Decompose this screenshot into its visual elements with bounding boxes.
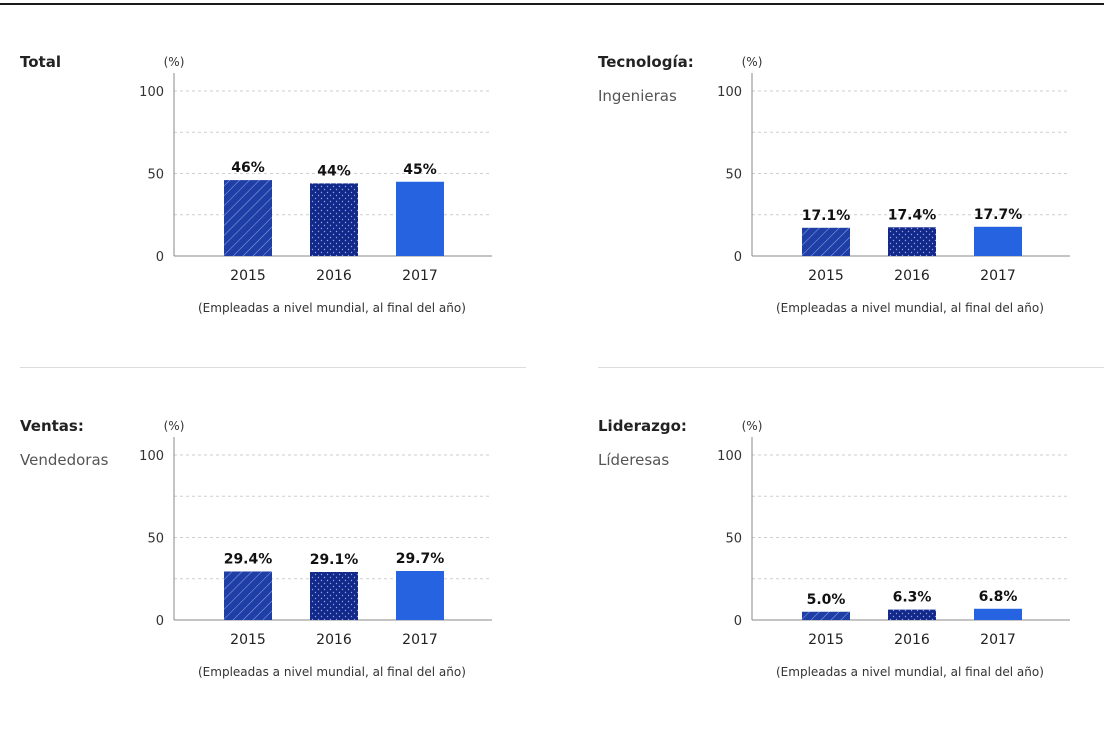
unit-label: (%) <box>164 55 185 69</box>
unit-label: (%) <box>742 419 763 433</box>
y-tick-label: 0 <box>734 250 742 265</box>
data-label: 6.3% <box>893 590 932 606</box>
x-tick-label: 2015 <box>808 632 844 648</box>
bar-2017 <box>396 570 444 620</box>
chart-note: (Empleadas a nivel mundial, al final del… <box>776 301 1044 315</box>
y-tick-label: 50 <box>725 168 742 183</box>
y-tick-label: 100 <box>139 449 164 464</box>
bar-2015 <box>224 180 272 256</box>
chart-panel-ventas: Ventas: Vendedoras (%) 0 50 100 29.4% 2015 29.… <box>20 417 520 717</box>
bar-2016 <box>888 609 936 620</box>
panel-subtitle: Vendedoras <box>20 451 109 469</box>
panel-subtitle: Líderesas <box>598 451 670 469</box>
panel-subtitle: Ingenieras <box>598 87 677 105</box>
chart-note: (Empleadas a nivel mundial, al final del… <box>776 665 1044 679</box>
chart-note: (Empleadas a nivel mundial, al final del… <box>198 301 466 315</box>
panel-title: Tecnología: <box>598 53 694 71</box>
data-label: 17.4% <box>888 207 937 223</box>
y-tick-label: 50 <box>147 532 164 547</box>
chart-panel-total: Total (%) 0 50 100 46% 2015 44% 2016 45% 2017 (Em… <box>20 53 520 353</box>
x-tick-label: 2016 <box>894 268 930 284</box>
y-tick-label: 100 <box>139 85 164 100</box>
panel-title: Ventas: <box>20 417 84 435</box>
data-label: 6.8% <box>979 589 1018 605</box>
bar-2016 <box>310 183 358 256</box>
panel-title: Total <box>20 53 61 71</box>
x-tick-label: 2015 <box>230 632 266 648</box>
chart-note: (Empleadas a nivel mundial, al final del… <box>198 665 466 679</box>
unit-label: (%) <box>742 55 763 69</box>
section-divider-right <box>598 367 1104 368</box>
chart-panel-tecnologia: Tecnología: Ingenieras (%) 0 50 100 17.1% 201… <box>598 53 1098 353</box>
data-label: 29.4% <box>224 551 273 567</box>
bar-2017 <box>974 608 1022 620</box>
x-tick-label: 2016 <box>316 632 352 648</box>
y-tick-label: 100 <box>717 449 742 464</box>
y-tick-label: 50 <box>147 168 164 183</box>
data-label: 17.7% <box>974 207 1023 223</box>
y-tick-label: 50 <box>725 532 742 547</box>
y-tick-label: 100 <box>717 85 742 100</box>
data-label: 17.1% <box>802 208 851 224</box>
data-label: 5.0% <box>807 592 846 608</box>
section-divider-left <box>20 367 526 368</box>
y-tick-label: 0 <box>156 250 164 265</box>
data-label: 29.1% <box>310 552 359 568</box>
x-tick-label: 2015 <box>808 268 844 284</box>
panel-title: Liderazgo: <box>598 417 687 435</box>
bar-chart-tecnologia: (%) 0 50 100 17.1% 2015 17.4% 2016 17.7% 2017 <box>717 55 1070 284</box>
bar-chart-total: (%) 0 50 100 46% 2015 44% 2016 45% 2017 <box>139 55 492 284</box>
x-tick-label: 2015 <box>230 268 266 284</box>
y-tick-label: 0 <box>156 614 164 629</box>
bar-2015 <box>802 611 850 620</box>
data-label: 44% <box>317 163 351 179</box>
x-tick-label: 2016 <box>894 632 930 648</box>
bar-2015 <box>802 227 850 256</box>
x-tick-label: 2016 <box>316 268 352 284</box>
x-tick-label: 2017 <box>402 268 438 284</box>
bar-2016 <box>888 227 936 256</box>
y-tick-label: 0 <box>734 614 742 629</box>
chart-panel-liderazgo: Liderazgo: Líderesas (%) 0 50 100 5.0% 2015 6.… <box>598 417 1098 717</box>
bar-chart-liderazgo: (%) 0 50 100 5.0% 2015 6.3% 2016 6.8% 2017 <box>717 419 1070 648</box>
bar-2015 <box>224 571 272 620</box>
data-label: 45% <box>403 162 437 178</box>
data-label: 29.7% <box>396 551 445 567</box>
unit-label: (%) <box>164 419 185 433</box>
bar-2016 <box>310 571 358 620</box>
x-tick-label: 2017 <box>402 632 438 648</box>
bar-2017 <box>974 226 1022 256</box>
x-tick-label: 2017 <box>980 632 1016 648</box>
bar-chart-ventas: (%) 0 50 100 29.4% 2015 29.1% 2016 29.7% 2017 <box>139 419 492 648</box>
data-label: 46% <box>231 160 265 176</box>
top-rule <box>0 3 1104 5</box>
x-tick-label: 2017 <box>980 268 1016 284</box>
bar-2017 <box>396 181 444 256</box>
